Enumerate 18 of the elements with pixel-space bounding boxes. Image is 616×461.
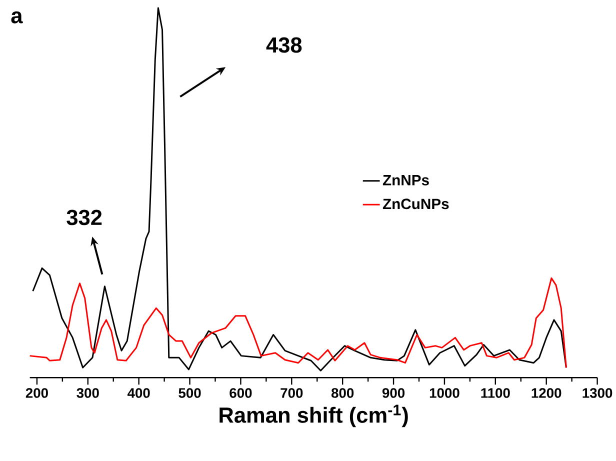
x-tick-label: 500: [178, 388, 201, 398]
x-tick-label: 1300: [582, 388, 612, 398]
legend-label: ZnNPs: [382, 175, 429, 186]
annotation: 438: [266, 37, 302, 53]
annotation: 332: [66, 210, 102, 226]
x-tick-label: 1200: [532, 388, 562, 398]
text: a: [11, 11, 23, 24]
x-tick-label: 700: [280, 388, 303, 398]
x-tick-label: 900: [382, 388, 405, 398]
x-tick-label: 600: [230, 388, 252, 398]
x-tick-label: 300: [76, 388, 99, 398]
x-tick-label: 200: [26, 388, 48, 398]
x-tick-label: 400: [127, 388, 150, 398]
x-axis-title: Raman shift (cm$^{-1}$): [220, 404, 408, 428]
x-tick-label: 1100: [481, 388, 510, 398]
x-tick-label: 1000: [430, 388, 460, 398]
legend-label: ZnCuNPs: [382, 198, 449, 210]
x-tick-label: 800: [331, 388, 354, 398]
